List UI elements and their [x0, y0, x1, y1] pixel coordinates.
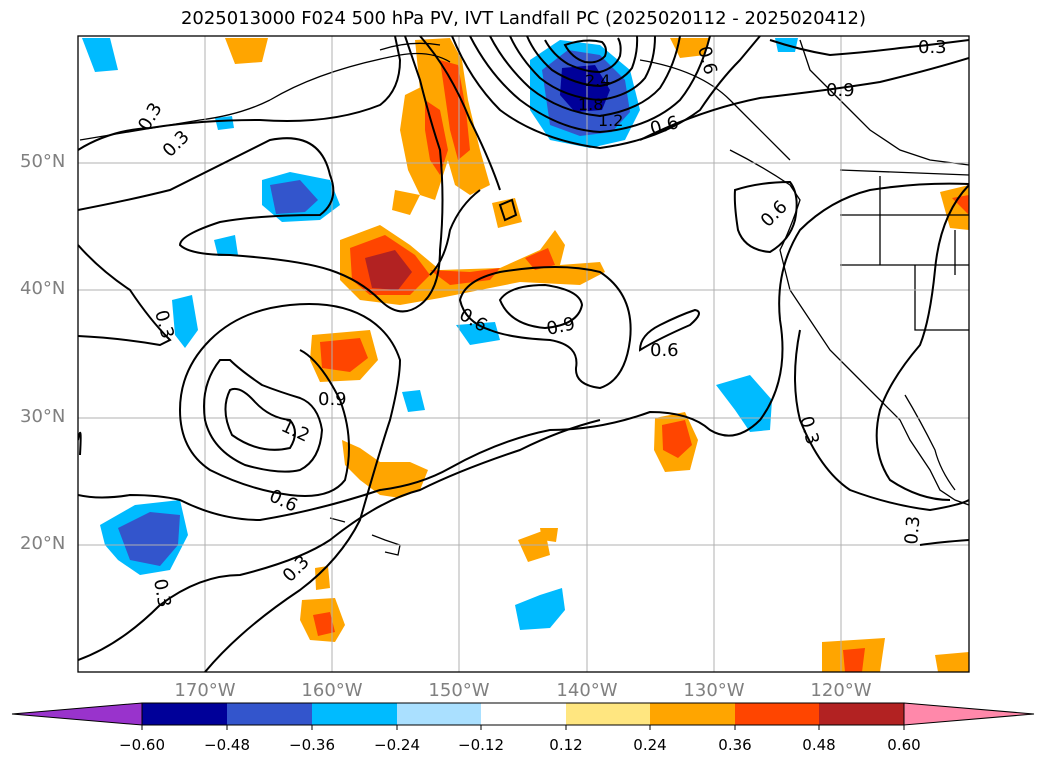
graticule	[78, 36, 969, 672]
contour-label: 0.6	[757, 196, 792, 231]
colorbar-segment	[312, 703, 397, 725]
colorbar-tick-label: 0.24	[633, 736, 667, 754]
colorbar-tick-label: 0.36	[718, 736, 752, 754]
contour-label: 0.9	[545, 313, 577, 339]
lon-label-150w: 150°W	[428, 680, 490, 701]
contour-label: 0.9	[826, 80, 855, 101]
colorbar-tick-label: −0.12	[458, 736, 504, 754]
lat-label-30n: 30°N	[20, 406, 66, 427]
colorbar-tick-label: −0.48	[204, 736, 250, 754]
lat-label-50n: 50°N	[20, 151, 66, 172]
contour-label: 0.6	[266, 485, 301, 516]
lat-label-20n: 20°N	[20, 533, 66, 554]
contour-label: 1.2	[598, 111, 623, 130]
colorbar-segment	[481, 703, 566, 725]
lon-label-170w: 170°W	[174, 680, 236, 701]
colorbar-tick-label: −0.60	[119, 736, 165, 754]
colorbar-tick-label: 0.48	[802, 736, 836, 754]
colorbar-segment	[650, 703, 735, 725]
colorbar-min-extension	[11, 702, 143, 726]
colorbar-tick-label: −0.24	[374, 736, 420, 754]
map-title: 2025013000 F024 500 hPa PV, IVT Landfall…	[180, 8, 867, 29]
contour-label: 1.8	[578, 95, 603, 114]
colorbar-tick-label: 0.12	[549, 736, 583, 754]
lon-label-120w: 120°W	[810, 680, 872, 701]
colorbar-max-extension	[903, 702, 1035, 726]
colorbar-segment	[819, 703, 904, 725]
colorbar-tick-label: 0.60	[887, 736, 921, 754]
contour-label: 0.3	[901, 515, 924, 545]
contour-label: 1.2	[278, 415, 313, 446]
contour-label: 0.3	[159, 126, 194, 161]
lon-label-160w: 160°W	[301, 680, 363, 701]
colorbar-segment	[142, 703, 227, 725]
colorbar-segment	[227, 703, 312, 725]
colorbar-segment	[397, 703, 481, 725]
map-frame	[77, 35, 970, 673]
colorbar-tick-label: −0.36	[289, 736, 335, 754]
contour-label: 0.6	[648, 112, 681, 140]
contour-label: 2.4	[585, 71, 610, 90]
colorbar	[11, 702, 1035, 730]
lon-label-140w: 140°W	[556, 680, 618, 701]
contour-label: 0.3	[918, 37, 947, 58]
colorbar-segment	[735, 703, 819, 725]
lon-label-130w: 130°W	[683, 680, 745, 701]
lat-label-40n: 40°N	[20, 278, 66, 299]
contour-label: 0.3	[149, 577, 175, 609]
contour-label: 0.3	[279, 551, 314, 586]
ivt-contours	[78, 36, 969, 672]
contour-label: 0.3	[795, 414, 823, 447]
contour-label: 0.6	[650, 340, 679, 361]
colorbar-segment	[566, 703, 650, 725]
contour-label: 0.9	[318, 389, 347, 410]
